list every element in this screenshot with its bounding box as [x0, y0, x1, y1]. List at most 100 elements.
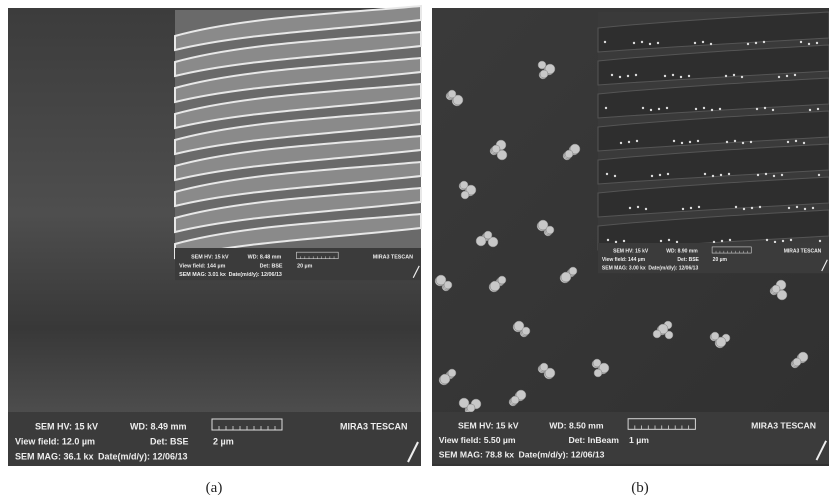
speck	[795, 140, 797, 142]
speck	[604, 41, 606, 43]
speck	[788, 207, 790, 209]
particle	[498, 276, 506, 284]
speck	[672, 74, 674, 76]
speck	[697, 140, 699, 142]
speck	[800, 41, 802, 43]
caption: (a)	[206, 480, 223, 496]
speck	[689, 141, 691, 143]
particle	[594, 369, 602, 377]
info-text: SEM HV: 15 kV	[35, 421, 98, 431]
info-text: SEM MAG: 3.00 kx	[602, 265, 646, 271]
info-text: MIRA3 TESCAN	[373, 254, 413, 260]
speck	[667, 173, 669, 175]
speck	[774, 241, 776, 243]
particle	[448, 369, 456, 377]
particle	[569, 267, 577, 275]
speck	[635, 74, 637, 76]
info-text: View field: 144 µm	[602, 257, 646, 263]
info-text: SEM HV: 15 kV	[191, 254, 229, 260]
info-text: 20 µm	[297, 263, 313, 269]
speck	[664, 75, 666, 77]
speck	[712, 175, 714, 177]
speck	[812, 207, 814, 209]
particle	[440, 374, 450, 384]
speck	[629, 207, 631, 209]
speck	[633, 42, 635, 44]
speck	[719, 108, 721, 110]
info-text: 20 µm	[713, 257, 728, 263]
particle	[711, 332, 719, 340]
particle	[522, 327, 530, 335]
speck	[728, 173, 730, 175]
speck	[695, 108, 697, 110]
speck	[756, 108, 758, 110]
info-text: View field: 5.50 µm	[439, 435, 516, 445]
info-text: MIRA3 TESCAN	[340, 421, 408, 431]
speck	[790, 239, 792, 241]
particle	[540, 70, 548, 78]
speck	[666, 107, 668, 109]
particle	[461, 191, 469, 199]
info-text: View field: 12.0 µm	[15, 436, 95, 446]
speck	[713, 241, 715, 243]
speck	[611, 74, 613, 76]
speck	[720, 174, 722, 176]
speck	[627, 75, 629, 77]
speck	[660, 240, 662, 242]
info-text: 1 µm	[629, 435, 649, 445]
speck	[781, 174, 783, 176]
particle	[476, 236, 486, 246]
info-text: WD: 8.48 mm	[248, 254, 282, 260]
info-text: 2 µm	[213, 436, 234, 446]
info-text: Det: BSE	[150, 436, 189, 446]
speck	[786, 75, 788, 77]
particle	[772, 285, 780, 293]
particle	[546, 226, 554, 234]
info-text: SEM HV: 15 kV	[458, 421, 519, 431]
speck	[607, 239, 609, 241]
speck	[743, 208, 745, 210]
speck	[690, 207, 692, 209]
info-text: WD: 8.50 mm	[549, 421, 604, 431]
speck	[614, 175, 616, 177]
info-text: SEM MAG: 78.8 kx	[439, 450, 515, 460]
speck	[636, 140, 638, 142]
speck	[659, 174, 661, 176]
speck	[817, 108, 819, 110]
particle	[540, 363, 548, 371]
speck	[606, 173, 608, 175]
info-text: Det: BSE	[260, 263, 283, 269]
info-text: SEM MAG: 3.01 kx	[179, 272, 226, 278]
figure: SEM HV: 15 kVWD: 8.49 mmMIRA3 TESCANView…	[0, 0, 829, 499]
speck	[759, 206, 761, 208]
particle	[448, 90, 456, 98]
speck	[778, 76, 780, 78]
speck	[741, 76, 743, 78]
speck	[711, 109, 713, 111]
info-text: SEM HV: 15 kV	[613, 249, 649, 255]
speck	[733, 74, 735, 76]
speck	[803, 142, 805, 144]
speck	[698, 206, 700, 208]
particle	[793, 358, 801, 366]
speck	[641, 41, 643, 43]
info-text: Det: InBeam	[568, 435, 619, 445]
particle	[490, 281, 500, 291]
speck	[680, 76, 682, 78]
speck	[750, 141, 752, 143]
speck	[623, 240, 625, 242]
info-text: Date(m/d/y): 12/06/13	[98, 451, 188, 461]
speck	[651, 175, 653, 177]
speck	[668, 239, 670, 241]
speck	[702, 41, 704, 43]
particle	[444, 281, 452, 289]
speck	[796, 206, 798, 208]
info-text: MIRA3 TESCAN	[784, 249, 822, 255]
speck	[766, 239, 768, 241]
speck	[619, 76, 621, 78]
speck	[703, 107, 705, 109]
speck	[755, 42, 757, 44]
speck	[658, 108, 660, 110]
speck	[734, 140, 736, 142]
